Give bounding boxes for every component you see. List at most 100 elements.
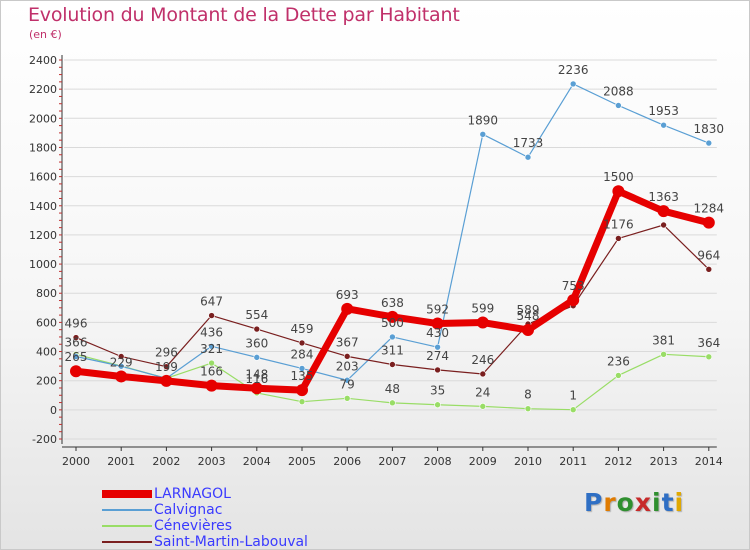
chart-title: Evolution du Montant de la Dette par Hab…	[28, 4, 460, 26]
data-point-larnagol	[205, 379, 218, 392]
brand-letter: r	[603, 488, 617, 517]
data-point-calvignac	[343, 376, 351, 384]
data-label-larnagol: 229	[110, 355, 133, 369]
data-point-saint-martin-labouval	[479, 370, 487, 378]
data-point-larnagol	[296, 384, 308, 397]
data-point-calvignac	[479, 131, 487, 138]
data-label-saint-martin-labouval: 589	[517, 303, 540, 317]
data-point-saint-martin-labouval	[434, 366, 441, 374]
data-point-larnagol	[431, 317, 444, 330]
x-tick-label: 2011	[559, 455, 587, 468]
y-tick-label: 1400	[29, 200, 57, 213]
data-point-saint-martin-labouval	[389, 361, 396, 368]
data-point-saint-martin-labouval	[117, 353, 125, 360]
data-point-saint-martin-labouval	[72, 334, 80, 341]
x-tick-label: 2008	[424, 455, 452, 468]
data-label-saint-martin-labouval: 296	[155, 346, 178, 360]
data-point-calvignac	[117, 362, 125, 370]
data-label-cenevieres: 24	[475, 385, 490, 399]
legend-swatch-larnagol	[102, 490, 152, 498]
data-point-saint-martin-labouval	[615, 235, 622, 242]
legend-label-calvignac: Calvignac	[154, 502, 223, 518]
brand-letter: i	[674, 488, 685, 517]
x-tick-label: 2007	[378, 455, 406, 468]
data-labels: 366 436 360 284 203 500 430 1890 1733 2236 2088 195…	[65, 63, 725, 403]
data-point-calvignac	[569, 80, 577, 88]
data-label-calvignac: 2236	[558, 63, 589, 77]
x-tick-label: 2009	[469, 455, 497, 468]
data-label-larnagol: 693	[336, 288, 359, 302]
x-tick-label: 2005	[288, 455, 316, 468]
legend-label-saint-martin-labouval: Saint-Martin-Labouval	[154, 534, 308, 550]
data-point-cenevieres	[615, 372, 622, 379]
x-tick-label: 2001	[107, 455, 135, 468]
data-label-larnagol: 166	[200, 365, 223, 379]
data-label-saint-martin-labouval: 964	[697, 248, 720, 262]
legend-label-cenevieres: Cénevières	[154, 518, 233, 534]
data-point-saint-martin-labouval	[163, 363, 170, 370]
data-label-cenevieres: 79	[340, 377, 355, 391]
data-point-larnagol	[341, 302, 354, 315]
data-point-calvignac	[705, 139, 713, 147]
x-tick-label: 2006	[333, 455, 361, 468]
data-label-saint-martin-labouval: 1176	[603, 217, 634, 231]
data-point-calvignac	[298, 365, 306, 372]
data-label-larnagol: 1284	[694, 202, 725, 216]
data-point-calvignac	[434, 343, 441, 351]
data-label-larnagol: 592	[426, 303, 449, 317]
data-label-larnagol: 265	[65, 350, 88, 364]
data-point-larnagol	[476, 316, 489, 329]
data-point-saint-martin-labouval	[298, 339, 306, 347]
data-label-calvignac: 1830	[694, 122, 725, 136]
data-label-calvignac: 2088	[603, 84, 634, 98]
data-point-larnagol	[612, 185, 625, 198]
series-points	[70, 80, 715, 414]
y-tick-label: 800	[36, 287, 57, 300]
data-label-cenevieres: 381	[652, 333, 675, 347]
data-label-larnagol: 199	[155, 360, 178, 374]
data-point-larnagol	[250, 382, 263, 395]
data-point-larnagol	[657, 205, 670, 218]
data-label-cenevieres: 48	[385, 382, 400, 396]
data-point-cenevieres	[389, 399, 396, 407]
data-point-calvignac	[524, 153, 532, 161]
data-label-larnagol: 135	[291, 369, 314, 383]
x-tick-label: 2003	[198, 455, 226, 468]
data-point-saint-martin-labouval	[660, 221, 667, 229]
data-point-saint-martin-labouval	[705, 266, 713, 273]
y-tick-label: 600	[36, 316, 57, 329]
brand-logo: Proxiti	[584, 488, 684, 517]
y-tick-label: 1200	[29, 229, 57, 242]
data-point-larnagol	[567, 294, 580, 307]
brand-letter: x	[634, 488, 652, 517]
data-label-saint-martin-labouval: 554	[245, 308, 268, 322]
x-tick-label: 2000	[62, 455, 90, 468]
x-tick-label: 2002	[152, 455, 180, 468]
data-point-saint-martin-labouval	[208, 312, 215, 319]
data-label-larnagol: 1363	[648, 190, 679, 204]
data-point-saint-martin-labouval	[343, 353, 351, 360]
data-point-larnagol	[702, 216, 715, 229]
data-label-larnagol: 1500	[603, 170, 634, 184]
y-tick-label: 1600	[29, 171, 57, 184]
data-point-calvignac	[208, 342, 215, 350]
data-label-cenevieres: 35	[430, 384, 445, 398]
data-label-calvignac: 203	[336, 359, 359, 373]
data-point-calvignac	[72, 353, 80, 360]
data-label-saint-martin-labouval: 311	[381, 344, 404, 358]
data-point-calvignac	[253, 354, 261, 361]
data-label-calvignac: 430	[426, 326, 449, 340]
data-point-cenevieres	[705, 353, 713, 361]
data-label-calvignac: 1733	[513, 136, 544, 150]
data-point-larnagol	[160, 374, 173, 387]
data-label-cenevieres: 1	[569, 389, 577, 403]
data-label-cenevieres: 321	[200, 342, 223, 356]
legend-label-larnagol: LARNAGOL	[154, 486, 231, 502]
data-label-calvignac: 284	[291, 347, 314, 361]
data-point-cenevieres	[298, 398, 306, 405]
y-tick-label: 400	[36, 346, 57, 359]
y-tick-label: 2200	[29, 83, 57, 96]
data-point-cenevieres	[524, 405, 532, 412]
